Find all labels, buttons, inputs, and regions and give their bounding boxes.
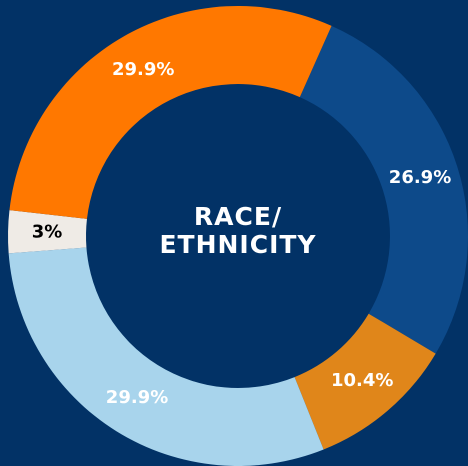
- donut-segment: [299, 25, 468, 354]
- donut-segment: [8, 210, 87, 254]
- data-label: 3%: [32, 221, 63, 242]
- data-label: 26.9%: [389, 167, 451, 188]
- donut-segment: [294, 313, 436, 450]
- data-label: 29.9%: [112, 59, 174, 80]
- donut: [8, 5, 468, 466]
- data-label: 10.4%: [331, 370, 393, 391]
- chart-title: RACE/: [194, 202, 282, 231]
- labels: 26.9% 10.4% 29.9% 3% 29.9%: [32, 59, 452, 408]
- data-label: 29.9%: [106, 387, 168, 408]
- donut-segment: [8, 247, 324, 466]
- donut-segment: [9, 5, 332, 219]
- chart-title: ETHNICITY: [159, 230, 316, 259]
